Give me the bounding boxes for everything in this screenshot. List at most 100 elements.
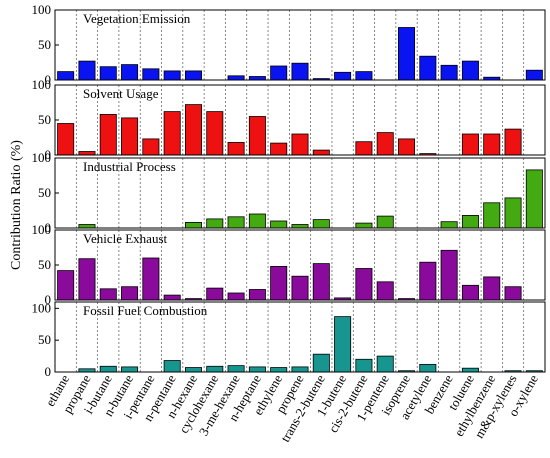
- bar-n-butane: [121, 117, 139, 156]
- bar-ethylene: [270, 265, 288, 301]
- bar-trans-2-butene: [312, 353, 330, 373]
- bar-toluene: [461, 60, 479, 81]
- bar-1-pentene: [376, 355, 394, 373]
- panel-1: 0 50 100 Vegetation Emission: [32, 2, 546, 87]
- bar-propane: [78, 151, 96, 156]
- bar-propene: [291, 224, 309, 229]
- bar-trans-2-butene: [312, 219, 330, 229]
- bar-propane: [78, 224, 96, 229]
- bar-ethylene: [270, 367, 288, 373]
- bar-o-xylene: [525, 69, 543, 81]
- bar-benzene: [440, 64, 458, 81]
- bar-propane: [78, 60, 96, 81]
- bar-3-me-hexane: [227, 75, 245, 81]
- bar-ethylene: [270, 220, 288, 229]
- bar-cis-2-butene: [355, 358, 373, 373]
- bar-i-pentane: [142, 257, 160, 301]
- bar-1-pentene: [376, 132, 394, 156]
- bar-trans-2-butene: [312, 149, 330, 156]
- y-tick-label: 50: [38, 185, 51, 200]
- bar-3-me-hexane: [227, 141, 245, 156]
- panel-title: Vehicle Exhaust: [83, 231, 168, 246]
- bar-propane: [78, 258, 96, 301]
- bar-propene: [291, 133, 309, 156]
- bar-n-hexane: [184, 70, 202, 81]
- bar-n-butane: [121, 366, 139, 373]
- bar-m&p-xylenes: [504, 128, 522, 156]
- bar-propene: [291, 366, 309, 373]
- bar-toluene: [461, 367, 479, 373]
- bar-1-butene: [334, 316, 352, 373]
- bar-n-butane: [121, 64, 139, 81]
- bar-ethane: [57, 270, 75, 301]
- panel-2: 0 50 100 Solvent Usage: [32, 77, 546, 162]
- bar-trans-2-butene: [312, 263, 330, 301]
- bar-i-pentane: [142, 68, 160, 81]
- bar-acetylene: [419, 363, 437, 373]
- bar-o-xylene: [525, 169, 543, 229]
- y-tick-label: 50: [38, 257, 51, 272]
- bar-n-pentane: [163, 360, 181, 373]
- bar-n-butane: [121, 286, 139, 301]
- bar-n-hexane: [184, 221, 202, 229]
- bar-toluene: [461, 214, 479, 229]
- bar-propene: [291, 62, 309, 81]
- bar-n-heptane: [248, 116, 266, 156]
- bar-ethylbenzene: [483, 133, 501, 156]
- bar-cis-2-butene: [355, 268, 373, 301]
- y-tick-label: 50: [38, 37, 51, 52]
- y-tick-label: 100: [32, 77, 52, 92]
- y-tick-label: 50: [38, 332, 51, 347]
- bar-1-pentene: [376, 215, 394, 229]
- bar-n-hexane: [184, 104, 202, 156]
- bar-1-butene: [334, 71, 352, 81]
- y-tick-label: 0: [45, 220, 52, 235]
- bar-toluene: [461, 133, 479, 156]
- panel-4: 0 50 100 Vehicle Exhaust: [32, 222, 546, 307]
- y-tick-label: 50: [38, 112, 51, 127]
- bar-i-butane: [99, 365, 117, 373]
- bar-3-me-hexane: [227, 292, 245, 301]
- bar-i-butane: [99, 66, 117, 81]
- panel-title: Vegetation Emission: [83, 11, 191, 26]
- y-tick-label: 100: [32, 300, 52, 315]
- bar-cyclohexane: [206, 365, 224, 373]
- bar-i-butane: [99, 288, 117, 301]
- bar-ethylbenzene: [483, 276, 501, 301]
- bar-n-pentane: [163, 294, 181, 301]
- bar-ethylbenzene: [483, 202, 501, 229]
- panel-3: 0 50 100 Industrial Process: [32, 150, 546, 235]
- bar-benzene: [440, 249, 458, 301]
- bar-cis-2-butene: [355, 71, 373, 81]
- bar-m&p-xylenes: [504, 197, 522, 229]
- y-tick-label: 100: [32, 150, 52, 165]
- bar-i-pentane: [142, 138, 160, 156]
- bar-n-heptane: [248, 289, 266, 301]
- bar-cis-2-butene: [355, 222, 373, 229]
- bar-acetylene: [419, 261, 437, 301]
- bar-cis-2-butene: [355, 141, 373, 156]
- bar-ethane: [57, 123, 75, 156]
- bar-cyclohexane: [206, 218, 224, 229]
- bar-cyclohexane: [206, 111, 224, 156]
- bar-1-pentene: [376, 281, 394, 301]
- category-labels: ethanepropanei-butanen-butanei-pentanen-…: [42, 372, 541, 445]
- bar-propene: [291, 275, 309, 301]
- bar-n-heptane: [248, 76, 266, 81]
- y-tick-label: 0: [45, 72, 52, 87]
- panels-layer: 0 50 100 Vegetation Emission 0 50 100 Solvent U…: [32, 2, 546, 379]
- bar-isoprene: [398, 27, 416, 81]
- bar-ethylene: [270, 142, 288, 156]
- bar-i-butane: [99, 114, 117, 156]
- bar-3-me-hexane: [227, 365, 245, 373]
- panel-5: 0 50 100 Fossil Fuel Combustion: [32, 300, 546, 379]
- bar-n-hexane: [184, 367, 202, 373]
- bar-isoprene: [398, 138, 416, 156]
- y-tick-label: 0: [45, 364, 52, 379]
- panel-frame: [54, 301, 546, 373]
- bar-cyclohexane: [206, 287, 224, 301]
- bar-n-pentane: [163, 111, 181, 156]
- bar-n-heptane: [248, 213, 266, 229]
- bar-n-pentane: [163, 70, 181, 81]
